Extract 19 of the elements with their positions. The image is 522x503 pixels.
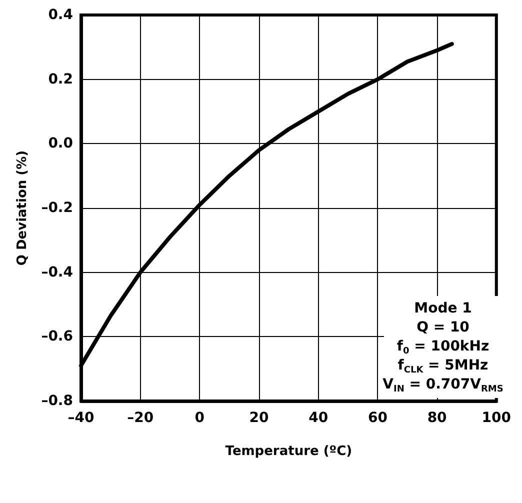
x-tick-label: 0 bbox=[194, 410, 205, 426]
y-tick-label: –0.6 bbox=[41, 328, 73, 345]
x-tick-label: 20 bbox=[249, 410, 270, 426]
x-tick-label: –40 bbox=[68, 410, 94, 426]
x-tick-label: 60 bbox=[368, 410, 388, 426]
y-axis-title: Q Deviation (%) bbox=[15, 150, 30, 266]
y-tick-label: 0.2 bbox=[48, 71, 73, 88]
x-tick-label: –20 bbox=[127, 410, 154, 426]
annotation: Mode 1 bbox=[414, 300, 472, 316]
annotation: Q = 10 bbox=[416, 320, 470, 336]
x-tick-label: 40 bbox=[308, 410, 328, 426]
x-tick-label: 100 bbox=[482, 410, 512, 426]
y-tick-label: –0.4 bbox=[41, 264, 74, 280]
y-tick-label: –0.2 bbox=[41, 200, 73, 216]
x-axis-title: Temperature (ºC) bbox=[225, 444, 352, 459]
y-tick-label: 0.0 bbox=[48, 136, 74, 152]
x-tick-label: 80 bbox=[427, 410, 448, 426]
y-tick-label: –0.8 bbox=[41, 393, 73, 409]
y-tick-label: 0.4 bbox=[48, 7, 74, 23]
